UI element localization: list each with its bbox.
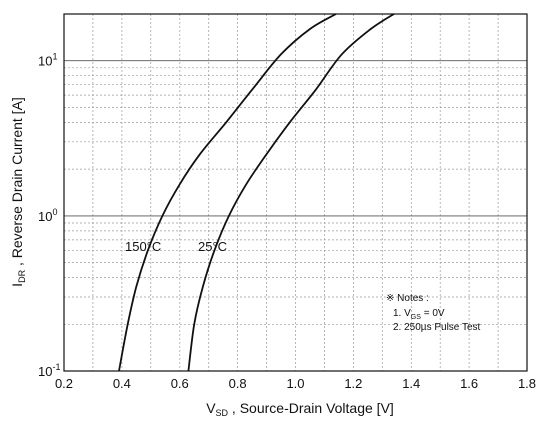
y-tick-label: 101 (38, 52, 57, 69)
y-axis-title: IDR , Reverse Drain Current [A] (9, 97, 27, 287)
x-tick-label: 0.4 (113, 376, 131, 391)
y-tick-label: 10-1 (38, 362, 60, 379)
note-2: 2. 250µs Pulse Test (393, 322, 481, 333)
y-axis-title-rest: , Reverse Drain Current [A] (9, 97, 25, 270)
x-axis-title: VSD , Source-Drain Voltage [V] (206, 400, 394, 418)
x-tick-label: 0.8 (229, 376, 247, 391)
series-line-1 (187, 13, 395, 372)
label-150c: 150°C (125, 239, 161, 254)
y-axis-title-main: I (9, 283, 25, 287)
x-tick-label: 1.8 (518, 376, 536, 391)
x-tick-label: 1.6 (460, 376, 478, 391)
y-axis-title-sub: DR (17, 269, 27, 282)
series-layer (118, 13, 395, 372)
x-tick-label: 0.2 (55, 376, 73, 391)
note-1: 1. VGS = 0V (393, 308, 445, 321)
y-tick-base: 10 (38, 209, 52, 224)
y-tick-exponent: 1 (52, 52, 57, 62)
x-axis-title-rest: , Source-Drain Voltage [V] (228, 400, 394, 416)
x-tick-label: 0.6 (171, 376, 189, 391)
notes-title: ※ Notes : (386, 293, 429, 304)
note-1-suffix: = 0V (421, 308, 445, 319)
x-tick-label: 1.2 (344, 376, 362, 391)
series-line-0 (118, 13, 337, 372)
label-25c: 25°C (198, 239, 227, 254)
x-tick-label: 1.0 (286, 376, 304, 391)
plot-frame (63, 13, 528, 372)
x-axis-title-main: V (206, 400, 216, 416)
x-tick-label: 1.4 (402, 376, 420, 391)
y-tick-base: 10 (38, 364, 52, 379)
y-tick-base: 10 (38, 54, 52, 69)
grid (64, 14, 527, 371)
x-axis-title-sub: SD (216, 408, 229, 418)
y-tick-exponent: 0 (52, 207, 57, 217)
note-1-sub: GS (411, 314, 421, 321)
y-tick-exponent: -1 (52, 362, 60, 372)
y-tick-label: 100 (38, 207, 57, 224)
note-1-prefix: 1. V (393, 308, 411, 319)
x-tick-labels: 0.2 0.4 0.6 0.8 1.0 1.2 1.4 1.6 1.8 (55, 376, 536, 391)
